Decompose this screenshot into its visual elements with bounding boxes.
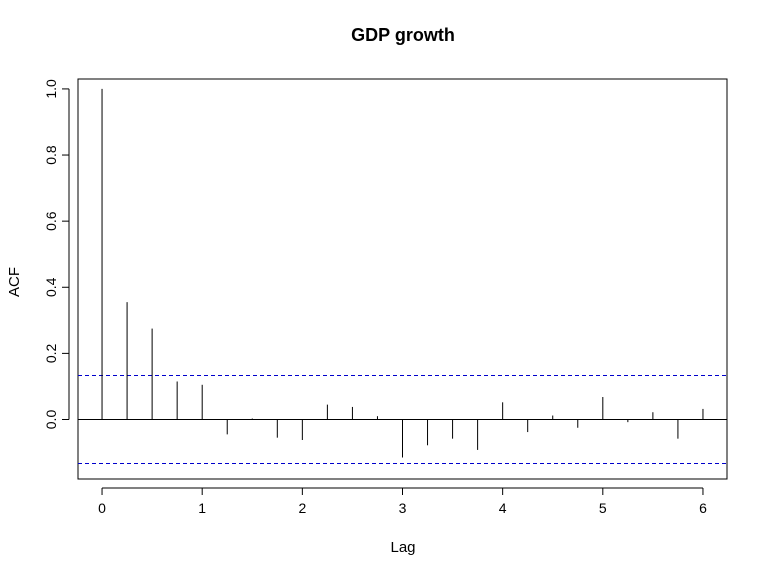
- acf-bars: [101, 88, 704, 458]
- y-tick-label: 0.0: [43, 410, 59, 430]
- x-axis-label: Lag: [390, 539, 415, 556]
- y-axis: 0.0 0.2 0.4 0.6 0.8 1.0: [43, 79, 70, 430]
- y-tick-label: 0.2: [43, 343, 59, 363]
- x-tick-label: 4: [499, 500, 507, 516]
- x-tick-label: 3: [399, 500, 407, 516]
- plot-frame: [77, 78, 728, 480]
- y-tick-label: 1.0: [43, 79, 59, 99]
- x-tick-label: 2: [298, 500, 306, 516]
- x-tick-label: 1: [198, 500, 206, 516]
- y-tick-label: 0.6: [43, 211, 59, 231]
- chart-title: GDP growth: [351, 25, 455, 45]
- y-tick-label: 0.4: [43, 277, 59, 297]
- y-tick-label: 0.8: [43, 145, 59, 165]
- x-tick-label: 0: [98, 500, 106, 516]
- y-axis-label: ACF: [6, 267, 23, 297]
- x-tick-label: 6: [699, 500, 707, 516]
- x-axis: 0 1 2 3 4 5 6: [98, 487, 707, 516]
- x-tick-label: 5: [599, 500, 607, 516]
